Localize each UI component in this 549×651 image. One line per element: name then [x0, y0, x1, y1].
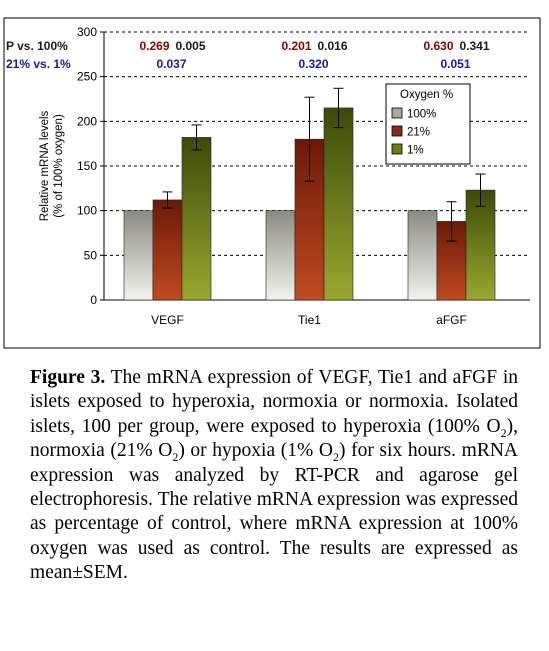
legend-swatch-1 — [391, 125, 403, 137]
y-tick-label: 0 — [90, 293, 97, 307]
caption-title: Figure 3. — [30, 367, 106, 388]
pvalue-vegf-21vs1: 0.037 — [156, 57, 186, 71]
caption-sub-1: 2 — [500, 425, 507, 440]
legend-label-0: 100% — [407, 109, 436, 121]
legend-label-2: 1% — [407, 145, 424, 157]
pvalue-tie1-21: 0.201 — [281, 39, 311, 53]
pvalue-afgf-1: 0.341 — [460, 39, 490, 53]
pvalue-row1-label: P vs. 100% — [6, 39, 68, 53]
y-tick-label: 50 — [84, 248, 98, 262]
chart-text: VEGF Tie1 aFGF P vs. 100% 21% vs. 1% 0.269 0.0… — [6, 39, 490, 327]
bar-tie1-2 — [323, 107, 354, 301]
pvalue-tie1-21vs1: 0.320 — [298, 57, 328, 71]
y-tick-label: 250 — [77, 70, 97, 84]
bar-tie1-0 — [265, 210, 296, 301]
caption-text-1: The mRNA expression of VEGF, Tie1 and aF… — [30, 367, 519, 437]
pvalue-row2-label: 21% vs. 1% — [6, 57, 71, 71]
caption-sub-2: 2 — [172, 450, 179, 465]
bar-chart: 0 50 100 150 200 250 300 Relative mRNA levels (%… — [3, 17, 541, 349]
x-tick-label-vegf: VEGF — [151, 313, 184, 327]
y-axis-label-line-1: Relative mRNA levels — [39, 110, 51, 221]
pvalue-afgf-21vs1: 0.051 — [440, 57, 470, 71]
pvalue-tie1-1: 0.016 — [318, 39, 348, 53]
legend-label-1: 21% — [407, 127, 430, 139]
legend-swatch-0 — [391, 107, 403, 119]
pvalue-vegf-1: 0.005 — [176, 39, 206, 53]
y-tick-label: 200 — [77, 114, 97, 128]
bar-afgf-0 — [407, 210, 438, 301]
legend-swatch-2 — [391, 143, 403, 155]
caption-sub-3: 2 — [332, 450, 339, 465]
x-tick-label-afgf: aFGF — [436, 313, 467, 327]
bar-vegf-1 — [152, 199, 183, 301]
caption-text-3: ) or hypoxia (1% O — [178, 440, 333, 462]
y-tick-label: 300 — [77, 25, 97, 39]
legend: Oxygen % 100% 21% 1% — [385, 83, 471, 165]
y-tick-label: 150 — [77, 159, 97, 173]
legend-title: Oxygen % — [400, 89, 453, 101]
x-tick-label-tie1: Tie1 — [298, 313, 321, 327]
caption-text-4: ) for six hours. mRNA expression was ana… — [30, 440, 518, 584]
figure-caption: Figure 3. The mRNA expression of VEGF, T… — [30, 366, 518, 586]
axes: 0 50 100 150 200 250 300 Relative mRNA levels (%… — [39, 25, 530, 307]
bar-vegf-0 — [123, 210, 154, 301]
y-tick-label: 100 — [77, 204, 97, 218]
bar-vegf-2 — [181, 137, 212, 301]
pvalue-vegf-21: 0.269 — [139, 39, 169, 53]
y-axis-label: Relative mRNA levels (% of 100% oxygen) — [39, 110, 65, 221]
bar-afgf-2 — [465, 189, 496, 301]
y-axis-label-line-2: (% of 100% oxygen) — [53, 114, 65, 218]
pvalue-afgf-21: 0.630 — [423, 39, 453, 53]
bars — [123, 87, 496, 301]
caption-text-2: ), normoxia (21% O — [30, 415, 518, 462]
